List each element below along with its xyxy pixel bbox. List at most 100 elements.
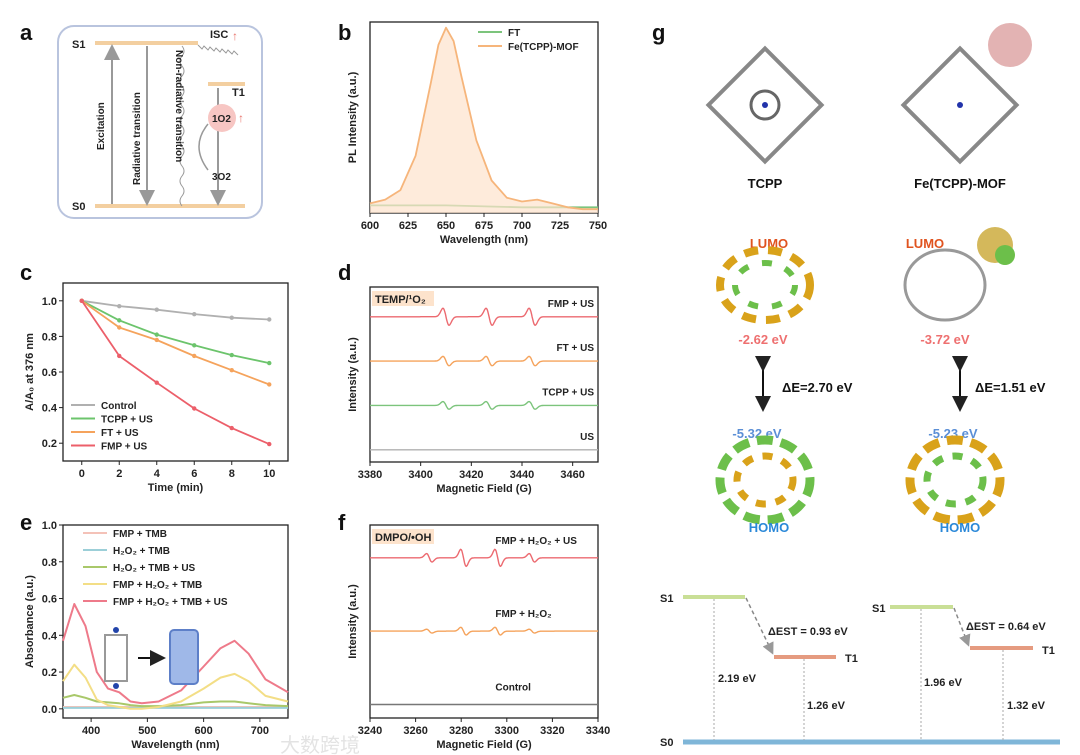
legend-label: H₂O₂ + TMB + US (113, 563, 196, 574)
x-tick-label: 8 (229, 468, 235, 480)
x-tick-label: 700 (251, 725, 269, 737)
data-point (154, 337, 159, 343)
plot-frame (62, 282, 289, 462)
x-axis-label: Magnetic Field (G) (436, 483, 532, 495)
tcpp-homo-orbital (715, 435, 815, 525)
data-point (117, 318, 122, 323)
y-tick-label: 0.8 (42, 331, 57, 343)
x-tick-label: 3260 (403, 725, 427, 737)
mof-dest: ΔEST = 0.64 eV (966, 621, 1046, 633)
panel-label-g: g (652, 20, 665, 45)
x-axis-label: Time (min) (148, 482, 204, 494)
x-tick-label: 4 (154, 468, 161, 480)
x-axis-label: Wavelength (nm) (131, 739, 220, 751)
data-point (79, 298, 84, 303)
series-area (370, 27, 598, 214)
data-point (229, 315, 234, 320)
series-label: Control (495, 682, 531, 693)
series-label: US (580, 432, 594, 443)
data-point (154, 332, 159, 337)
series-line (81, 300, 270, 445)
chart-c: 0 2 4 6 8 10 0.2 0.4 0.6 0.8 1.0 Time (min) A/A₀ at … (24, 282, 289, 494)
y-axis-label: Intensity (a.u.) (347, 584, 359, 659)
x-tick-label: 3240 (358, 725, 382, 737)
x-tick-label: 400 (82, 725, 100, 737)
x-tick-label: 750 (589, 220, 607, 232)
chart-b: 600 625 650 675 700 725 750 Wavelength (nm) PL I… (347, 21, 607, 246)
panel-label-d: d (338, 260, 351, 285)
x-tick-label: 2 (116, 468, 122, 480)
mof-lumo-energy: -3.72 eV (920, 332, 969, 347)
data-point (117, 325, 122, 330)
s0-label: S0 (660, 737, 673, 749)
nonradiative-wave (179, 45, 185, 207)
x-tick-label: 3300 (495, 725, 519, 737)
x-tick-label: 3460 (560, 469, 584, 481)
tmb-oxidation-inset (104, 627, 199, 689)
mof-s1-energy: 1.96 eV (924, 677, 963, 689)
data-point (154, 307, 159, 312)
chart-e: 400 500 600 700 0.0 0.2 0.4 0.6 0.8 1.0 Wavelength… (24, 520, 289, 751)
x-tick-label: 3280 (449, 725, 473, 737)
series-line (370, 400, 598, 410)
y-tick-label: 0.4 (42, 403, 58, 415)
y-axis-label: Intensity (a.u.) (347, 337, 359, 412)
data-point (267, 317, 272, 322)
legend-label: Fe(TCPP)-MOF (508, 42, 579, 53)
series-line (370, 626, 598, 636)
x-tick-label: 3440 (510, 469, 534, 481)
series-line (62, 603, 289, 705)
diagram-frame (57, 25, 263, 219)
mof-label: Fe(TCPP)-MOF (914, 176, 1006, 191)
data-point (267, 441, 272, 447)
title-bg (372, 291, 434, 306)
series-label: FMP + H₂O₂ + US (495, 536, 577, 547)
data-point (229, 368, 234, 373)
s1-label: S1 (72, 39, 85, 51)
dft-panel: TCPP Fe(TCPP)-MOF LUMO LUMO -2.62 eV -3.… (660, 23, 1060, 749)
series-line (369, 26, 598, 211)
plot-frame (369, 524, 599, 719)
tcpp-structure (705, 45, 825, 165)
legend-label: FMP + TMB (113, 529, 167, 540)
data-point (192, 353, 197, 359)
legend-label: FMP + H₂O₂ + TMB + US (113, 597, 228, 608)
data-point (192, 343, 197, 348)
mof-structure (900, 23, 1032, 165)
series-label: FMP + US (548, 299, 595, 310)
series-label: FMP + H₂O₂ (495, 609, 551, 620)
tcpp-lumo-orbital (716, 246, 814, 324)
tcpp-lumo-label: LUMO (750, 236, 788, 251)
radiative-label: Radiative transition (132, 92, 143, 185)
legend-label: FT (508, 28, 520, 39)
data-point (154, 380, 159, 385)
tcpp-t1-energy: 1.26 eV (807, 700, 846, 712)
watermark: 大数跨境 (280, 734, 360, 755)
data-point (192, 311, 197, 317)
data-point (192, 406, 197, 411)
singlet-oxygen-label: 1O2 (212, 114, 231, 125)
mof-homo-label: HOMO (940, 520, 980, 535)
x-tick-label: 3320 (540, 725, 564, 737)
oxtmb-molecule (169, 629, 199, 685)
series-line (62, 663, 289, 710)
series-line (81, 300, 270, 386)
y-axis-label: PL Intensity (a.u.) (347, 71, 359, 163)
tmb-molecule (104, 634, 128, 682)
series-line (370, 355, 598, 367)
tcpp-dest: ΔEST = 0.93 eV (768, 626, 848, 638)
legend-label: FMP + H₂O₂ + TMB (113, 580, 202, 591)
chart-f: 3240 3260 3280 3300 3320 3340 Magnetic Field (… (347, 524, 610, 751)
y-tick-label: 0.0 (42, 704, 57, 716)
x-tick-label: 600 (194, 725, 212, 737)
tcpp-s1-energy: 2.19 eV (718, 673, 757, 685)
series-line (370, 548, 598, 568)
series-line (81, 299, 270, 321)
y-tick-label: 1.0 (42, 296, 57, 308)
data-point (117, 303, 122, 309)
x-tick-label: 650 (437, 220, 455, 232)
data-point (117, 353, 122, 359)
tcpp-isc-arrow (745, 597, 774, 655)
y-tick-label: 0.2 (42, 438, 57, 450)
